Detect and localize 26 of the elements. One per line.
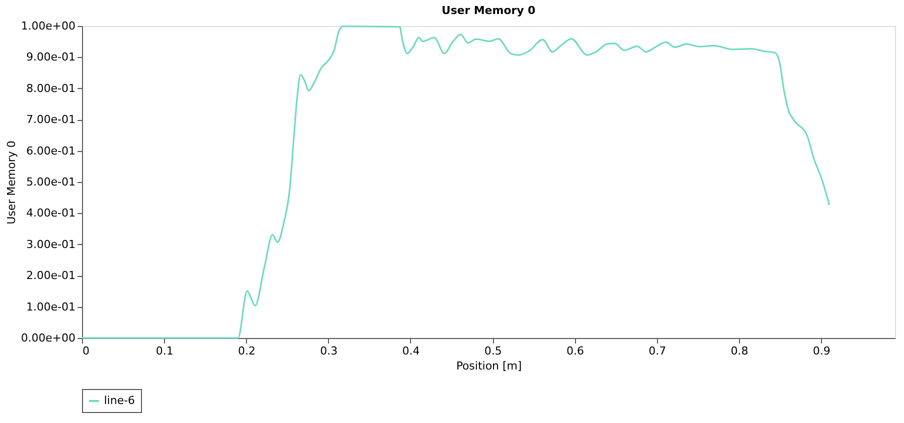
- x-tick-label: 0.4: [402, 344, 420, 358]
- y-tick-label: 9.00e-01: [26, 50, 76, 64]
- chart-title: User Memory 0: [442, 4, 536, 17]
- y-axis-title: User Memory 0: [5, 140, 18, 224]
- x-tick-label: 0.9: [812, 344, 830, 358]
- x-tick-label: 0.6: [566, 344, 584, 358]
- y-tick-label: 2.00e-01: [26, 269, 76, 282]
- y-tick-label: 6.00e-01: [26, 144, 76, 158]
- y-tick-label: 3.00e-01: [26, 238, 76, 251]
- line-series: [81, 26, 830, 339]
- y-tick-label: 4.00e-01: [26, 206, 76, 220]
- y-tick-label: 1.00e-01: [26, 300, 76, 314]
- y-tick-label: 7.00e-01: [26, 113, 76, 126]
- x-axis-title: Position [m]: [456, 360, 522, 372]
- y-tick-label: 5.00e-01: [26, 176, 76, 188]
- x-tick-label: 0.1: [156, 344, 174, 358]
- x-tick-label: 0.5: [484, 344, 502, 358]
- x-tick-label: 0: [82, 344, 90, 358]
- y-tick-label: 1.00e+00: [21, 20, 76, 32]
- x-tick-label: 0.7: [648, 344, 666, 358]
- x-tick-label: 0.2: [238, 344, 256, 358]
- y-tick-label: 8.00e-01: [26, 82, 76, 95]
- legend-label: line-6: [104, 394, 135, 407]
- x-tick-label: 0.3: [320, 344, 338, 358]
- y-tick-label: 0.00e+00: [21, 332, 76, 344]
- x-tick-label: 0.8: [730, 344, 748, 358]
